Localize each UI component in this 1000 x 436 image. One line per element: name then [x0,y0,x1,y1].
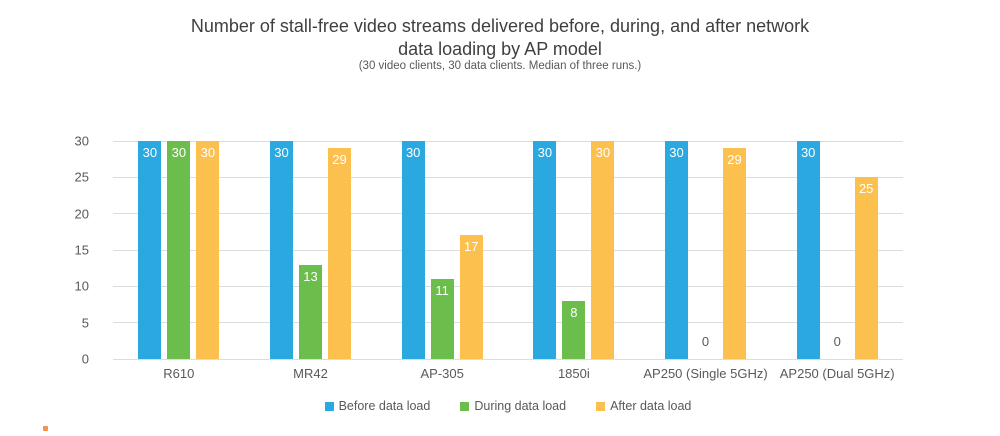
bar-fill [328,148,351,359]
legend-item-during-data-load: During data load [460,399,566,413]
bar-value-label: 30 [595,145,611,160]
bar-fill [562,300,586,359]
legend-label: During data load [474,399,567,413]
gridline-y-0 [113,358,903,360]
y-tick-label: 0 [81,351,89,367]
y-tick-label: 20 [74,206,89,222]
bar-fill [299,264,322,359]
bar-value-label: 30 [200,145,216,160]
bar-value-label: 0 [701,334,710,349]
bar-before-data-load-AP250 (Single 5GHz): 30 [665,141,689,359]
bar-during-data-load-AP250 (Dual 5GHz): 0 [826,141,849,359]
legend-swatch-icon [324,401,334,411]
bar-fill [591,141,615,359]
category-label-AP-305: AP-305 [420,366,464,381]
bar-during-data-load-1850i: 8 [562,141,586,359]
bar-value-label: 0 [833,334,841,349]
chart-subtitle: (30 video clients, 30 data clients. Medi… [358,60,642,72]
bar-during-data-load-AP250 (Single 5GHz): 0 [694,141,717,359]
bar-before-data-load-AP250 (Dual 5GHz): 30 [796,141,820,359]
bar-after-data-load-R610: 30 [196,141,220,359]
bar-before-data-load-1850i: 30 [533,141,557,359]
bar-fill [723,148,747,359]
bar-group-R610: 30 30 30 [113,141,245,359]
chart-title: Number of stall-free video streams deliv… [0,15,1000,61]
gridline-y-20 [113,213,903,215]
bar-value-label: 30 [274,145,289,160]
legend-swatch-icon [460,401,470,411]
bar-after-data-load-AP-305: 17 [459,141,483,359]
gridline-y-10 [113,285,903,287]
bar-fill [270,141,293,359]
bar-value-label: 30 [800,145,816,160]
category-label-MR42: MR42 [293,366,328,381]
y-tick-label: 30 [74,133,89,149]
category-label-AP250 (Dual 5GHz): AP250 (Dual 5GHz) [779,366,895,381]
bar-after-data-load-1850i: 30 [591,141,615,359]
legend-item-after-data-load: After data load [596,399,691,413]
y-tick-label: 10 [74,278,89,294]
bar-groups: 30 30 30 30 13 29 30 11 17 30 8 30 30 0 29 30 0 25 [113,141,903,359]
bar-after-data-load-AP250 (Single 5GHz): 29 [723,141,747,359]
bar-group-AP250 (Single 5GHz): 30 0 29 [640,141,772,359]
bar-value-label: 25 [858,181,874,197]
bar-group-AP250 (Dual 5GHz): 30 0 25 [771,141,903,359]
legend-label: Before data load [338,399,431,413]
bar-fill [533,141,557,359]
legend-label: After data load [610,399,692,413]
bar-fill [401,141,425,359]
gridline-y-30 [113,140,903,142]
orange-dot [43,426,48,431]
bar-fill [665,141,689,359]
bar-after-data-load-AP250 (Dual 5GHz): 25 [854,141,878,359]
gridline-y-15 [113,249,903,251]
bar-group-MR42: 30 13 29 [245,141,377,359]
bar-value-label: 30 [142,145,158,160]
bar-during-data-load-R610: 30 [167,141,191,359]
gridline-y-25 [113,176,903,178]
gridline-y-5 [113,322,903,324]
bar-fill [167,141,191,359]
category-label-AP250 (Single 5GHz): AP250 (Single 5GHz) [643,366,768,381]
bar-fill [459,235,483,359]
category-label-1850i: 1850i [557,366,590,381]
legend: Before data load During data load After da… [113,399,903,413]
y-axis: 0 5 10 15 20 25 30 [0,134,101,367]
bar-group-AP-305: 30 11 17 [376,141,508,359]
bar-value-label: 30 [405,145,421,160]
bar-value-label: 29 [727,152,742,168]
bar-fill [796,141,820,359]
plot-area [113,140,903,360]
bar-during-data-load-MR42: 13 [299,141,322,359]
bar-value-label: 30 [537,145,553,160]
legend-swatch-icon [596,401,606,411]
bar-fill [196,141,220,359]
bar-during-data-load-AP-305: 11 [430,141,454,359]
category-label-R610: R610 [163,366,195,381]
bar-value-label: 8 [570,304,578,320]
y-tick-label: 15 [74,242,89,258]
y-tick-label: 5 [81,315,89,331]
bar-value-label: 30 [171,145,187,160]
bar-value-label: 11 [435,283,449,299]
bar-fill [430,279,454,359]
chart-title-text: Number of stall-free video streams deliv… [190,16,810,59]
bar-before-data-load-AP-305: 30 [401,141,425,359]
bar-value-label: 17 [463,239,479,255]
bar-after-data-load-MR42: 29 [328,141,351,359]
bar-value-label: 30 [669,145,684,160]
bar-fill [854,177,878,359]
bar-group-1850i: 30 8 30 [508,141,640,359]
legend-item-before-data-load: Before data load [324,399,431,413]
bar-value-label: 29 [332,152,347,168]
y-tick-label: 25 [74,169,89,185]
bar-value-label: 13 [303,268,318,284]
bar-fill [138,141,162,359]
bar-before-data-load-R610: 30 [138,141,162,359]
bar-before-data-load-MR42: 30 [270,141,293,359]
x-axis-category-labels: R610 MR42 AP-305 1850i AP250 (Single 5GHz) AP… [113,366,903,381]
